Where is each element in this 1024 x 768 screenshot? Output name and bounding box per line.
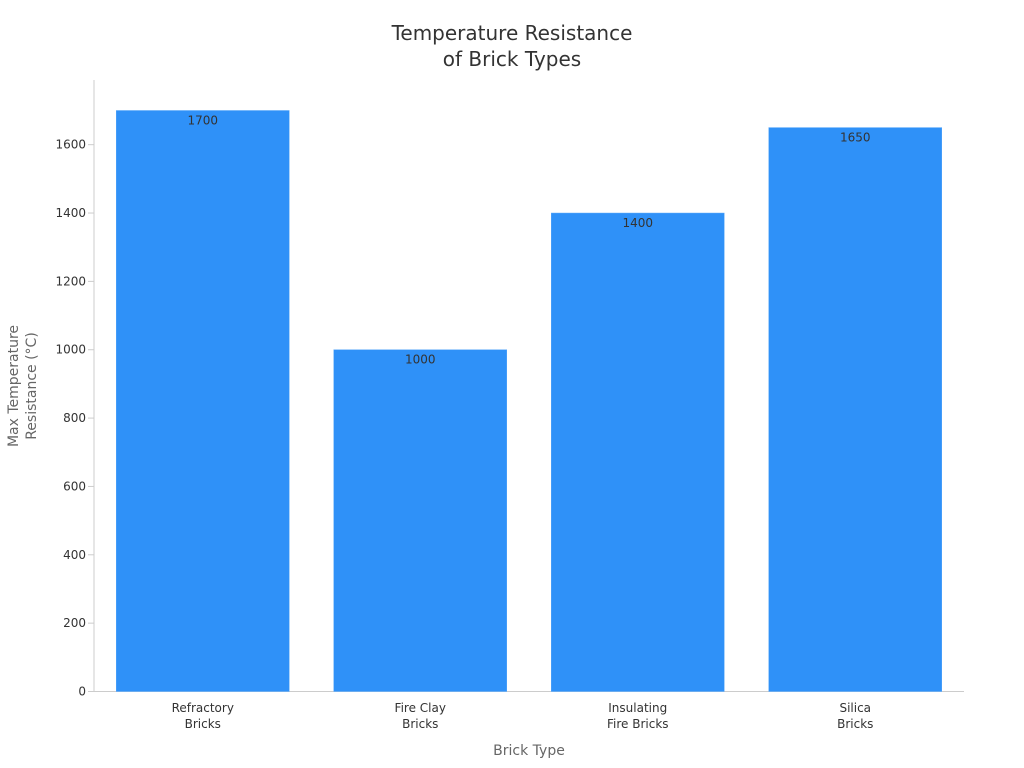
x-axis-tick-labels: Refractory Bricks Fire Clay Bricks Insulatin… (172, 701, 874, 731)
y-tick-label-400: 400 (63, 548, 86, 562)
y-axis-title: Max Temperature Resistance (°C) (6, 325, 40, 447)
chart-title-line-2: of Brick Types (443, 47, 581, 71)
x-tick-label-1-line-2: Bricks (185, 717, 221, 731)
y-tick-label-600: 600 (63, 479, 86, 493)
bar-1[interactable] (116, 110, 290, 692)
x-tick-label-2-line-1: Fire Clay (395, 701, 446, 715)
bar-2[interactable] (333, 349, 507, 692)
y-axis-title-line-2: Resistance (°C) (24, 332, 40, 440)
data-label-3: 1400 (622, 216, 653, 230)
y-tick-label-800: 800 (63, 411, 86, 425)
x-tick-label-4-line-2: Bricks (837, 717, 873, 731)
chart-title-line-1: Temperature Resistance (391, 21, 633, 45)
y-tick-label-1400: 1400 (55, 206, 86, 220)
y-tick-label-200: 200 (63, 616, 86, 630)
y-axis-ticks: 0 200 400 600 800 1000 1200 1400 1600 (55, 138, 94, 699)
bar-3[interactable] (551, 212, 725, 692)
x-tick-label-3-line-1: Insulating (608, 701, 667, 715)
data-labels: 1700 1000 1400 1650 (187, 114, 870, 367)
data-label-2: 1000 (405, 353, 436, 367)
data-label-1: 1700 (187, 114, 218, 128)
y-axis-title-line-1: Max Temperature (6, 325, 22, 447)
data-label-4: 1650 (840, 131, 871, 145)
x-tick-label-1-line-1: Refractory (172, 701, 234, 715)
y-tick-label-1200: 1200 (55, 274, 86, 288)
y-tick-label-1600: 1600 (55, 138, 86, 152)
axis-titles: Brick Type Max Temperature Resistance (°C) (6, 325, 565, 759)
y-tick-label-1000: 1000 (55, 343, 86, 357)
y-tick-label-0: 0 (78, 685, 86, 699)
x-tick-label-3-line-2: Fire Bricks (607, 717, 669, 731)
x-tick-label-2-line-2: Bricks (402, 717, 438, 731)
bar-4[interactable] (768, 127, 942, 692)
bars (116, 110, 942, 692)
x-tick-label-4-line-1: Silica (839, 701, 871, 715)
x-axis-title: Brick Type (493, 743, 565, 759)
